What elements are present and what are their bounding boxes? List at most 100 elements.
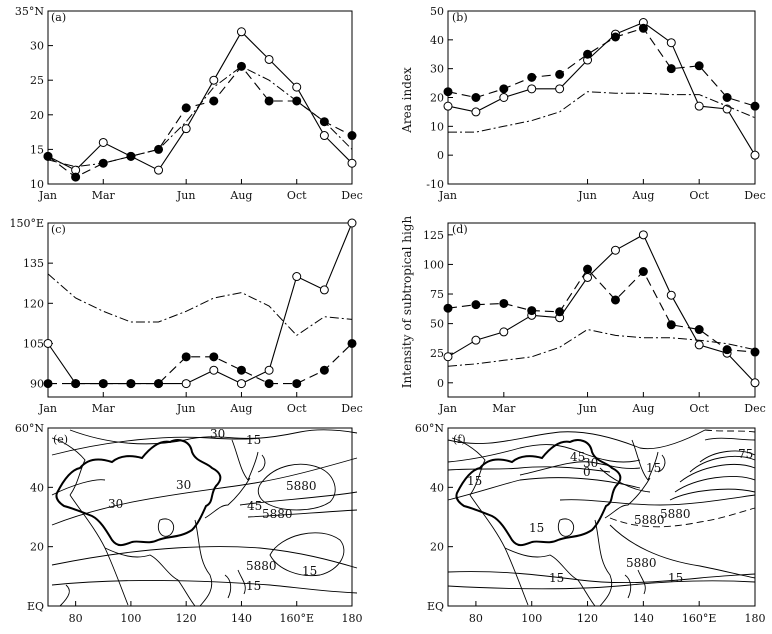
coastline (631, 439, 659, 481)
series-line-filled-dot (447, 268, 756, 353)
data-point-filled-dot (750, 347, 760, 357)
x-tick-label: 100 (521, 612, 542, 625)
y-tick-label: 20 (30, 541, 44, 554)
plot-frame (447, 10, 756, 185)
y-tick-label: 60°N (15, 422, 44, 435)
data-point-filled-dot (126, 151, 136, 161)
contour-line (559, 494, 756, 506)
contour-label: 15 (668, 571, 683, 585)
coastline (59, 584, 70, 607)
y-tick-label: 0 (437, 377, 444, 390)
data-point-open-circle (694, 340, 704, 350)
data-point-filled-dot (209, 96, 219, 106)
data-point-filled-dot (527, 306, 537, 316)
data-point-filled-dot (694, 61, 704, 71)
contour-line (51, 429, 358, 456)
y-tick-label: 25 (430, 347, 444, 360)
y-tick-label: 90 (30, 378, 44, 391)
data-point-filled-dot (694, 325, 704, 335)
data-point-filled-dot (236, 365, 246, 375)
data-point-filled-dot (292, 379, 302, 389)
plot-frame (47, 10, 353, 185)
panel-e-frame (47, 427, 353, 607)
data-point-filled-dot (555, 307, 565, 317)
data-point-filled-dot (71, 379, 81, 389)
y-tick-label: 20 (430, 541, 444, 554)
panel-e-contours (51, 429, 358, 594)
panel-label-e: (e) (53, 433, 68, 446)
data-point-filled-dot (583, 49, 593, 59)
data-point-open-circle (292, 272, 302, 282)
data-point-filled-dot (71, 172, 81, 182)
y-tick-label: 10 (30, 178, 44, 191)
coastline (51, 437, 86, 496)
contour-line (51, 457, 358, 526)
panel-label-d: (d) (452, 223, 468, 236)
contour-line (674, 475, 756, 493)
series-line-filled-dot (447, 27, 756, 107)
y-tick-label: 135 (23, 257, 44, 270)
coastline (204, 477, 251, 519)
y-tick-label: 40 (30, 481, 44, 494)
data-point-filled-dot (583, 264, 593, 274)
contour-line (51, 580, 358, 594)
data-point-filled-dot (264, 379, 274, 389)
coastline (231, 439, 259, 481)
data-point-open-circle (499, 93, 509, 102)
contour-label: 5880 (246, 559, 277, 573)
contour-label: 30 (108, 497, 123, 511)
coastline (224, 569, 246, 599)
y-tick-label: 75 (430, 288, 444, 301)
contour-line (609, 524, 756, 579)
data-point-open-circle (264, 365, 274, 375)
data-point-open-circle (236, 379, 246, 389)
x-tick-label: Jan (38, 189, 57, 202)
contour-line (447, 477, 641, 501)
series-line-dash-dot (47, 273, 353, 337)
y-tick-label: -10 (426, 178, 444, 191)
x-tick-label: 80 (469, 612, 483, 625)
china-border (55, 439, 222, 547)
panel-labels: (a) (b) (c) (d) (e) (f) (51, 11, 468, 446)
y-tick-label: 60°N (415, 422, 444, 435)
contour-line (689, 455, 756, 473)
data-point-filled-dot (43, 151, 53, 161)
series-line-dash-dot (447, 328, 756, 367)
series-line-filled-dot (47, 65, 353, 178)
x-tick-label: Jan (438, 402, 457, 415)
plot-frame (47, 222, 353, 398)
data-point-open-circle (694, 101, 704, 111)
panel-f-coastline (451, 437, 666, 607)
x-tick-label: Aug (229, 189, 252, 202)
contour-label: 15 (302, 564, 317, 578)
contour-label: 5880 (660, 507, 691, 521)
panel-label-f: (f) (453, 433, 466, 446)
y-tick-label: 15 (30, 143, 44, 156)
y-tick-label: EQ (27, 600, 44, 613)
panel-b-ylabel: Area index (400, 67, 414, 134)
x-tick-label: Aug (229, 402, 252, 415)
contour-line (51, 546, 358, 569)
contour-line (519, 461, 641, 476)
data-point-open-circle (555, 84, 565, 94)
panel-label-c: (c) (51, 223, 66, 236)
data-point-open-circle (98, 137, 108, 147)
china-border (455, 439, 622, 547)
data-point-open-circle (499, 327, 509, 337)
panel-d-chart: Jan Mar Jun Aug Oct Dec 0 25 50 75 100 125 (423, 222, 766, 415)
y-tick-label: 25 (30, 74, 44, 87)
y-tick-label: 40 (430, 34, 444, 47)
x-tick-label: Oct (689, 189, 709, 202)
contour-label: 30 (583, 456, 598, 470)
x-tick-label: Oct (689, 402, 709, 415)
panel-d-ylabel: Intensity of subtropical high (400, 216, 414, 389)
contour-label: 45 (247, 499, 262, 513)
coastline (657, 454, 666, 473)
y-tick-label: 50 (430, 318, 444, 331)
data-point-open-circle (43, 338, 53, 348)
data-point-filled-dot (638, 23, 648, 33)
data-point-filled-dot (347, 131, 357, 141)
coastline (157, 518, 174, 537)
panel-f-axes: 80 100 120 140 160°E 180 EQ 20 40 60°N (415, 422, 766, 625)
x-tick-label: Mar (92, 402, 116, 415)
